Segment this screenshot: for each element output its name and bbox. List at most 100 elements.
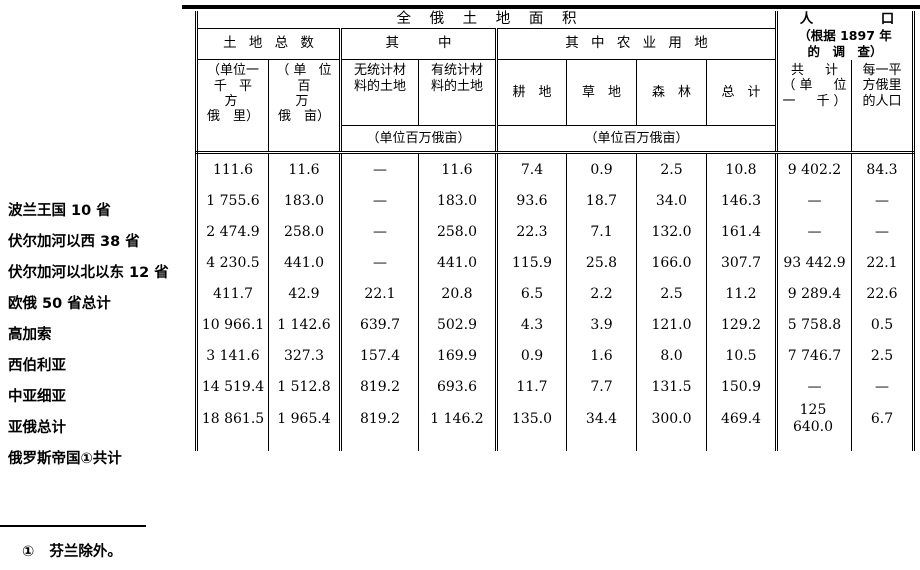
unit-line-1: （单位一: [206, 63, 259, 79]
cell-population-total: 9 289.4: [775, 278, 852, 310]
trailing-cell: [707, 435, 777, 451]
cell-has-statistics: 693.6: [436, 378, 478, 395]
row-label-column: 波兰王国 10 省 伏尔加河以西 38 省 伏尔加河以北以东 12 省 欧俄 5…: [8, 196, 192, 475]
cell-meadow: 2.2: [566, 278, 637, 310]
header-population-group: 人 口 （根据 1897 年 的 调 查）: [775, 11, 915, 60]
table-row: 14 519.4 1 512.8 819.2 693.6 11.7 7.7 13…: [195, 371, 915, 403]
footnote: ① 芬兰除外。: [22, 540, 122, 561]
cell-has-statistics: 11.6: [441, 161, 473, 178]
cell-arable: 11.7: [495, 371, 567, 403]
cell-no-statistics: 819.2: [339, 371, 419, 403]
cell-forest: 2.5: [636, 278, 707, 310]
cell-subtotal: 469.4: [720, 410, 762, 427]
row-label: 俄罗斯帝国①共计: [8, 451, 122, 467]
table-trailing-row: [195, 435, 915, 452]
header-unit-million-desyatin-b: （单位百万俄亩）: [495, 125, 777, 155]
table-row: 2 474.9 258.0 — 258.0 22.3 7.1 132.0 161…: [195, 216, 915, 248]
cell-arable: 115.9: [495, 247, 567, 279]
header-population-line3: 的 调 查）: [807, 43, 883, 59]
row-label: 伏尔加河以北以东 12 省: [8, 265, 169, 281]
unit-line-2: （单 位: [782, 78, 851, 94]
cell-thousand-sq-verst: 14 519.4: [195, 371, 269, 403]
cell-population-density: 22.1: [851, 247, 915, 279]
cell-arable: 0.9: [495, 340, 567, 372]
cell-no-statistics: 639.7: [339, 309, 419, 341]
cell-population-density: 2.5: [851, 340, 915, 372]
row-label: 欧俄 50 省总计: [8, 296, 111, 312]
cell-population-total: 125 640.0: [775, 402, 852, 436]
cell-million-desyatin: 1 142.6: [277, 316, 331, 333]
cell-subtotal: 146.3: [720, 192, 762, 209]
cell-no-statistics: 157.4: [339, 340, 419, 372]
header-spacer-d: [851, 125, 915, 155]
cell-population-total: 93 442.9: [775, 247, 852, 279]
header-col-thousand-sq-verst: （单位一 千 平 方 俄 里）: [195, 59, 269, 126]
trailing-cell: [636, 435, 707, 452]
table-row: 4 230.5 441.0 — 441.0 115.9 25.8 166.0 3…: [195, 247, 915, 279]
trailing-cell: [775, 435, 852, 452]
header-row-group-second: 土 地 总 数 其 中 其 中 农 业 用 地: [195, 28, 914, 61]
unit-line-3: 一 千）: [782, 93, 851, 109]
cell-population-density: 22.6: [851, 278, 915, 310]
header-col-forest: 森 林: [636, 59, 707, 126]
header-col-arable: 耕 地: [495, 59, 567, 126]
header-col-million-desyatin: （单 位 百 万 俄 亩）: [269, 60, 349, 126]
cell-no-statistics: 819.2: [339, 402, 419, 436]
header-spacer-b: [268, 125, 341, 155]
cell-population-density: —: [851, 216, 915, 248]
cell-million-desyatin: 1 965.4: [277, 410, 331, 427]
unit-line-3: 的人口: [862, 93, 902, 109]
cell-million-desyatin: 327.3: [283, 347, 325, 364]
unit-line-3: 俄 亩）: [277, 109, 330, 125]
cell-has-statistics: 258.0: [436, 223, 478, 240]
cell-has-statistics: 169.9: [436, 347, 478, 364]
unit-line-1: 无统计材: [353, 63, 406, 79]
cell-thousand-sq-verst: 3 141.6: [195, 340, 269, 372]
cell-forest: 2.5: [636, 152, 707, 186]
unit-line-2: 料的土地: [353, 78, 406, 94]
header-col-population-total: 共 计 （单 位 一 千）: [775, 59, 852, 126]
unit-line-1: （单 位: [276, 63, 336, 79]
table-top-rule: [182, 5, 920, 9]
cell-population-total: 5 758.8: [775, 309, 852, 341]
cell-population-total: —: [775, 216, 852, 248]
row-label: 波兰王国 10 省: [8, 203, 111, 219]
unit-line-2: 百 万: [295, 78, 349, 110]
cell-subtotal: 150.9: [720, 378, 762, 395]
cell-forest: 34.0: [636, 185, 707, 217]
cell-million-desyatin: 183.0: [283, 192, 325, 209]
row-label: 中亚细亚: [8, 389, 66, 405]
header-of-which: 其 中: [339, 28, 497, 61]
cell-population-total: 9 402.2: [775, 152, 852, 186]
table-row: 411.7 42.9 22.1 20.8 6.5 2.2 2.5 11.2 9 …: [195, 278, 915, 310]
cell-no-statistics: —: [339, 185, 419, 217]
cell-thousand-sq-verst: 4 230.5: [195, 247, 269, 279]
cell-forest: 131.5: [636, 371, 707, 403]
cell-meadow: 7.7: [566, 371, 637, 403]
cell-meadow: 34.4: [566, 402, 637, 436]
footnote-rule: [0, 525, 146, 528]
cell-thousand-sq-verst: 1 755.6: [195, 185, 269, 217]
trailing-cell: [851, 435, 915, 452]
cell-million-desyatin: 11.6: [288, 161, 320, 178]
cell-forest: 300.0: [636, 402, 707, 436]
cell-million-desyatin: 42.9: [288, 285, 320, 302]
unit-line-1: 每一平: [862, 62, 902, 78]
header-population-line1: 人 口: [799, 11, 895, 27]
cell-population-density: —: [851, 371, 915, 403]
cell-population-density: 0.5: [851, 309, 915, 341]
trailing-cell: [269, 435, 341, 451]
trailing-cell: [566, 435, 637, 452]
header-col-population-density: 每一平 方俄里 的人口: [851, 59, 915, 126]
unit-line-2: 方俄里: [862, 78, 902, 94]
cell-has-statistics: 20.8: [441, 285, 473, 302]
cell-no-statistics: —: [339, 247, 419, 279]
cell-population-total: 7 746.7: [775, 340, 852, 372]
header-col-no-statistics: 无统计材 料的土地: [339, 59, 419, 126]
header-row-units: （单位百万俄亩） （单位百万俄亩）: [195, 125, 915, 155]
unit-line-3: 俄 里）: [206, 109, 259, 125]
cell-no-statistics: —: [339, 152, 419, 186]
cell-population-total: —: [775, 185, 852, 217]
header-spacer-c: [775, 125, 852, 155]
cell-thousand-sq-verst: 18 861.5: [195, 402, 269, 436]
